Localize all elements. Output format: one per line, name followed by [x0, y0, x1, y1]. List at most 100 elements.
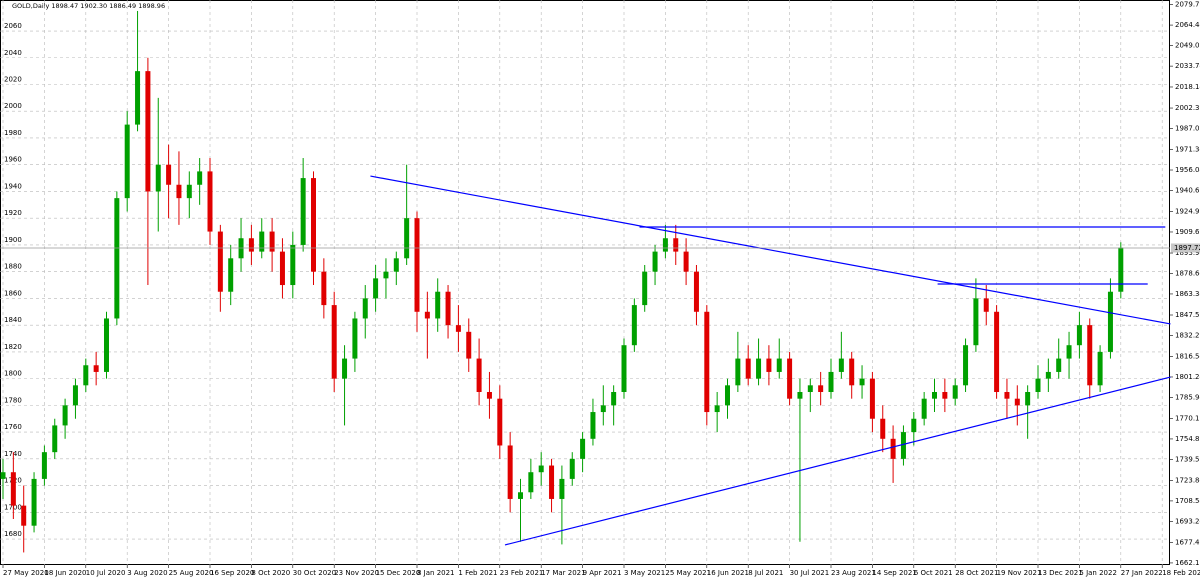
- candle-body: [818, 385, 824, 392]
- trendline: [504, 376, 1171, 546]
- y2-tick-label: 1863.34: [1175, 290, 1200, 298]
- y2-tick-label: 1971.34: [1175, 146, 1200, 154]
- y2-tick-label: 1893.94: [1175, 249, 1200, 257]
- y2-tick-label: 2064.44: [1175, 21, 1200, 29]
- candle-body: [756, 358, 762, 379]
- y-tick-label: 1840: [4, 316, 22, 324]
- y-tick-label: 1860: [4, 289, 22, 297]
- candle-body: [207, 171, 213, 232]
- candle-body: [352, 318, 358, 359]
- candle-body: [228, 258, 234, 292]
- candle-body: [725, 385, 730, 406]
- candle-body: [114, 198, 120, 319]
- candle-body: [900, 432, 906, 459]
- candle-body: [197, 171, 203, 185]
- trendline: [370, 175, 1171, 325]
- candle-body: [476, 358, 482, 392]
- candle-body: [1056, 358, 1062, 372]
- candle-body: [248, 238, 254, 252]
- y-tick-label: 1680: [4, 530, 22, 538]
- y2-tick-label: 1847.59: [1175, 311, 1200, 319]
- candle-body: [342, 358, 348, 379]
- candle-body: [383, 271, 389, 279]
- candle-body: [311, 178, 316, 272]
- y-tick-label: 1880: [4, 263, 22, 271]
- candle-body: [1097, 351, 1103, 386]
- candle-body: [497, 398, 503, 446]
- y-tick-label: 1940: [4, 182, 22, 190]
- last-price-label: 1897.72: [1174, 244, 1200, 252]
- y-tick-label: 1980: [4, 129, 22, 137]
- candle-body: [269, 231, 275, 252]
- plot-frame: [0, 0, 1170, 565]
- candle-body: [507, 445, 513, 499]
- x-tick-label: 6 Oct 2021: [914, 569, 953, 577]
- y2-tick-label: 1924.99: [1175, 208, 1200, 216]
- candle-body: [393, 258, 399, 272]
- candle-body: [414, 218, 420, 312]
- candle-body: [1118, 247, 1124, 292]
- candle-body: [735, 358, 741, 386]
- grid: [0, 0, 1170, 565]
- candle-body: [569, 458, 575, 479]
- y2-tick-label: 2079.79: [1175, 1, 1200, 9]
- candle-body: [869, 378, 875, 419]
- candle-body: [0, 472, 6, 479]
- y-tick-label: 1960: [4, 156, 22, 164]
- candle-body: [279, 251, 285, 286]
- x-tick-label: 16 Jun 2021: [707, 569, 749, 577]
- y2-tick-label: 1940.69: [1175, 187, 1200, 195]
- y2-tick-label: 1832.29: [1175, 331, 1200, 339]
- candle-body: [10, 472, 16, 506]
- candle-body: [662, 238, 668, 252]
- candle-body: [21, 505, 27, 526]
- candle-body: [155, 164, 161, 192]
- candle-body: [321, 271, 327, 306]
- candle-body: [186, 184, 192, 199]
- candle-body: [963, 345, 969, 386]
- candle-body: [745, 358, 751, 379]
- y-tick-label: 1920: [4, 209, 22, 217]
- candle-body: [983, 298, 989, 312]
- candle-body: [621, 345, 627, 392]
- y-tick-label: 2060: [4, 22, 22, 30]
- x-tick-label: 16 Sep 2020: [210, 569, 254, 577]
- x-tick-label: 8 Jul 2021: [748, 569, 783, 577]
- x-tick-label: 10 Jul 2020: [86, 569, 126, 577]
- candle-body: [911, 418, 917, 433]
- x-tick-label: 3 Aug 2020: [127, 569, 167, 577]
- y2-tick-label: 2033.74: [1175, 62, 1200, 70]
- candle-body: [631, 305, 637, 346]
- y2-tick-label: 1723.84: [1175, 476, 1200, 484]
- candle-body: [290, 244, 296, 286]
- x-tick-label: 18 Feb 2022: [1162, 569, 1200, 577]
- candle-body: [404, 218, 410, 259]
- candle-body: [942, 391, 948, 399]
- candle-body: [1045, 371, 1051, 379]
- candle-body: [486, 391, 492, 399]
- y2-tick-label: 1693.24: [1175, 517, 1200, 525]
- candle-body: [62, 405, 68, 426]
- y2-tick-label: 1956.04: [1175, 166, 1200, 174]
- x-tick-label: 18 Jun 2020: [44, 569, 86, 577]
- candle-body: [1107, 291, 1113, 352]
- x-tick-label: 8 Oct 2020: [251, 569, 290, 577]
- x-tick-label: 5 Jan 2022: [1079, 569, 1117, 577]
- candle-body: [776, 358, 782, 372]
- x-tick-label: 1 Feb 2021: [458, 569, 497, 577]
- candle-body: [693, 271, 699, 312]
- candle-body: [704, 311, 710, 413]
- x-tick-label: 19 Nov 2021: [997, 569, 1042, 577]
- y2-tick-label: 1909.69: [1175, 228, 1200, 236]
- candle-body: [921, 398, 927, 419]
- x-tick-label: 9 Apr 2021: [583, 569, 622, 577]
- candle-body: [787, 358, 793, 399]
- candle-body: [331, 305, 337, 379]
- candle-body: [880, 418, 886, 439]
- candle-body: [31, 478, 37, 526]
- candle-body: [93, 365, 99, 372]
- chart-title: GOLD,Daily 1898.47 1902.30 1886.49 1898.…: [12, 2, 165, 10]
- x-tick-label: 25 May 2021: [665, 569, 711, 577]
- candle-body: [362, 298, 368, 319]
- candle-body: [849, 358, 855, 386]
